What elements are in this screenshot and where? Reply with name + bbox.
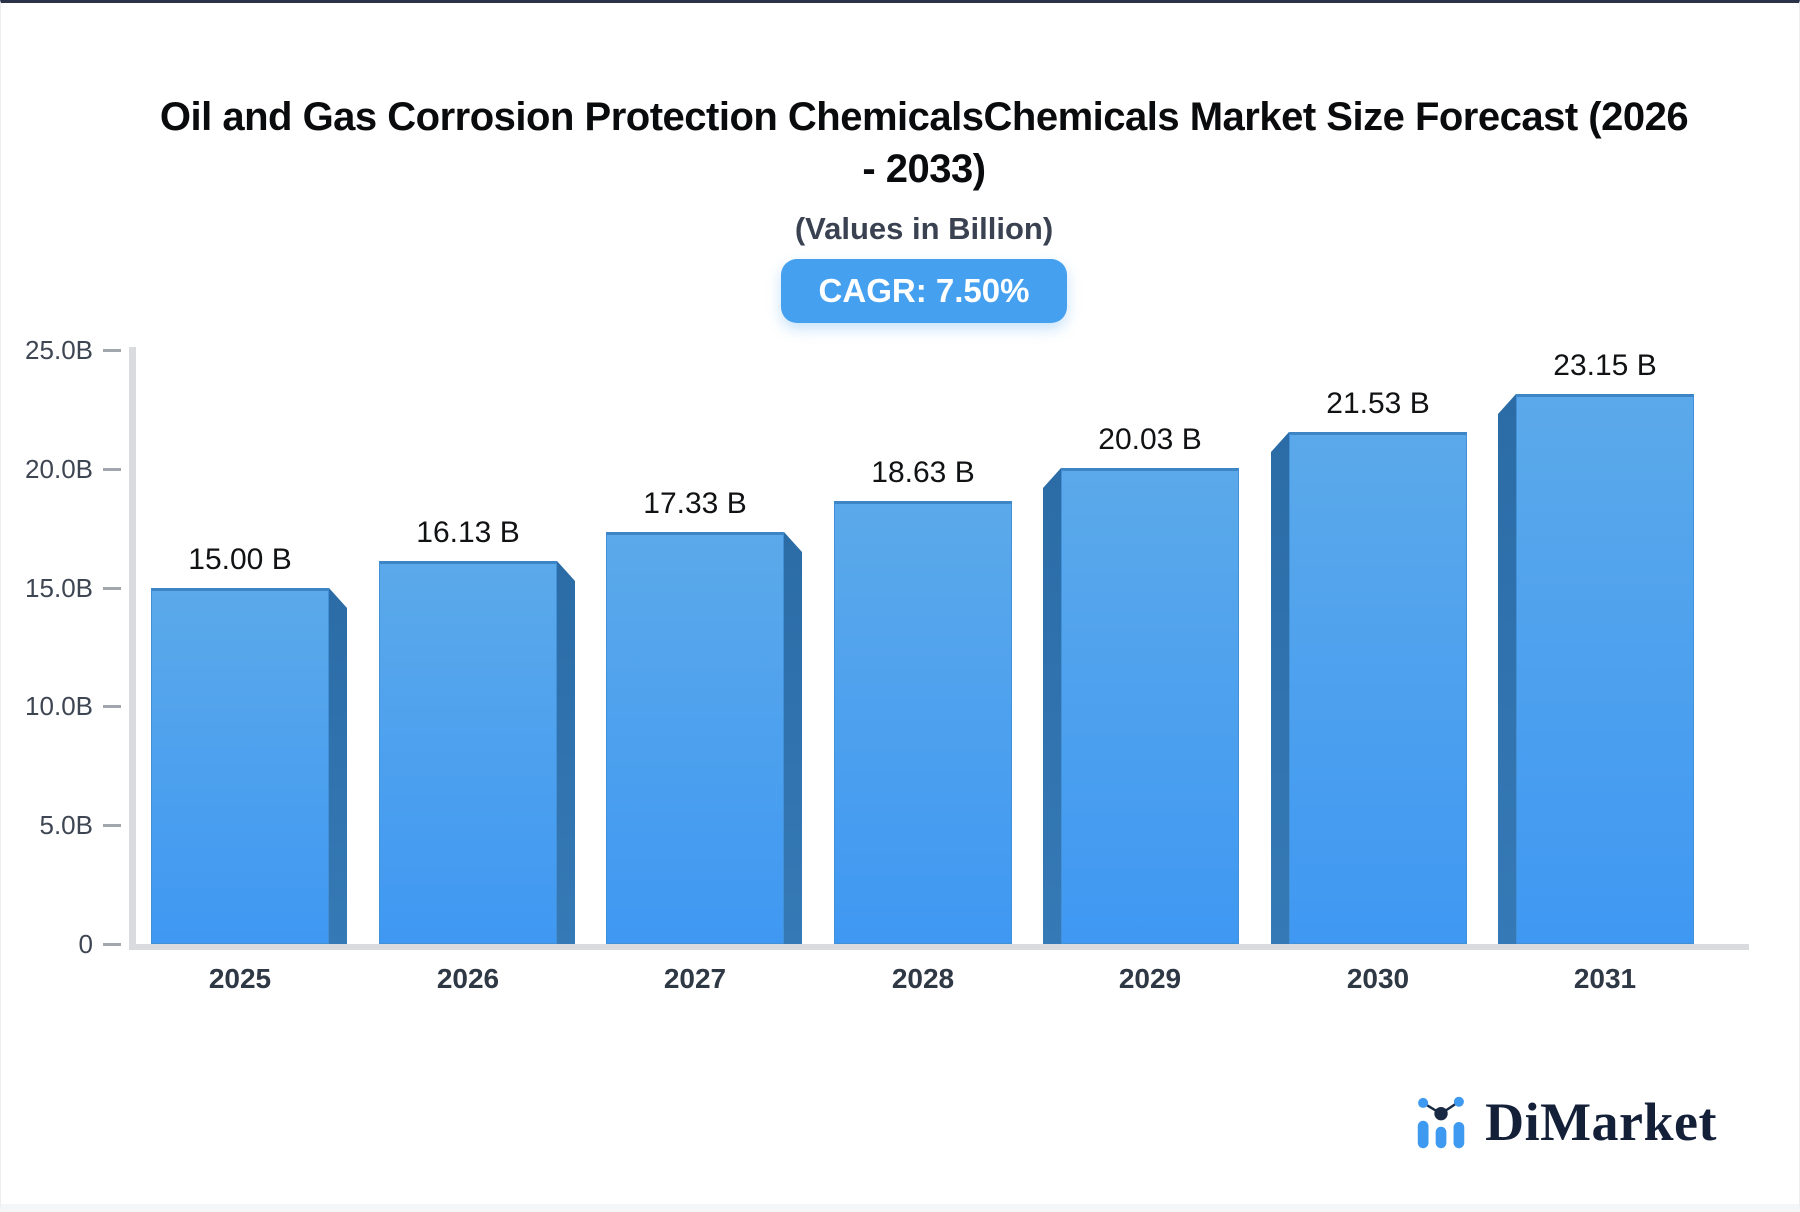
bar-value-label: 20.03 B: [1098, 423, 1202, 456]
dimarket-logo-icon: [1417, 1096, 1465, 1149]
y-axis-tick-mark: [103, 943, 121, 946]
bar-value-label: 15.00 B: [188, 543, 292, 576]
y-axis-tick-label: 5.0B: [39, 810, 94, 841]
cagr-badge-row: CAGR: 7.50%: [61, 259, 1787, 323]
cagr-badge: CAGR: 7.50%: [780, 259, 1068, 323]
bar-2027: [606, 532, 784, 944]
bar-3d-side: [557, 561, 575, 944]
x-axis-line: [129, 944, 1749, 950]
x-axis-category-label: 2030: [1346, 963, 1410, 994]
bar-chart: 25.0B 20.0B 15.0B 10.0B 5.0B 0 15.00 B 2025 16.1…: [1, 333, 1799, 1033]
bar-value-label: 21.53 B: [1326, 387, 1430, 420]
bar-2029: [1061, 468, 1239, 944]
bar-2025: [151, 588, 329, 944]
x-axis-category-label: 2028: [891, 963, 955, 994]
bar-2030: [1289, 432, 1467, 944]
x-axis-category-label: 2027: [663, 963, 727, 994]
y-axis-tick-label: 20.0B: [25, 453, 93, 484]
bar-2028: [834, 501, 1012, 944]
y-axis-line: [129, 347, 136, 950]
bar-value-label: 18.63 B: [871, 456, 975, 489]
x-axis-category-label: 2029: [1118, 963, 1182, 994]
y-axis-tick-label: 10.0B: [25, 691, 93, 722]
dimarket-logo: DiMarket: [1413, 1091, 1717, 1153]
y-axis-tick-mark: [103, 349, 121, 352]
chart-title-line-1: Oil and Gas Corrosion Protection Chemica…: [159, 95, 1689, 139]
x-axis-category-label: 2026: [436, 963, 500, 994]
dimarket-logo-text: DiMarket: [1485, 1092, 1717, 1152]
x-axis-category-label: 2031: [1573, 963, 1637, 994]
y-axis-tick-mark: [103, 824, 121, 828]
bar-2026: [379, 561, 557, 944]
bar-value-label: 17.33 B: [643, 487, 747, 520]
x-axis-category-label: 2025: [208, 963, 272, 994]
bar-value-label: 23.15 B: [1553, 349, 1657, 382]
bar-3d-side: [1271, 432, 1289, 944]
y-axis-tick-mark: [103, 467, 121, 471]
chart-header: Oil and Gas Corrosion Protection Chemica…: [61, 91, 1787, 323]
y-axis-tick-mark: [103, 586, 121, 590]
y-axis-tick-label: 25.0B: [25, 335, 93, 365]
bar-value-label: 16.13 B: [416, 516, 520, 549]
bar-3d-side: [1498, 394, 1516, 944]
bar-3d-side: [329, 588, 347, 944]
bar-3d-side: [784, 532, 802, 944]
y-axis-tick-mark: [103, 705, 121, 709]
y-axis-tick-label: 15.0B: [25, 572, 93, 603]
y-axis-tick-label: 0: [78, 929, 93, 959]
chart-title-line-2: - 2033): [862, 147, 986, 191]
bar-2031: [1516, 394, 1694, 944]
chart-subtitle: (Values in Billion): [794, 211, 1054, 246]
bar-3d-side: [1043, 468, 1061, 944]
